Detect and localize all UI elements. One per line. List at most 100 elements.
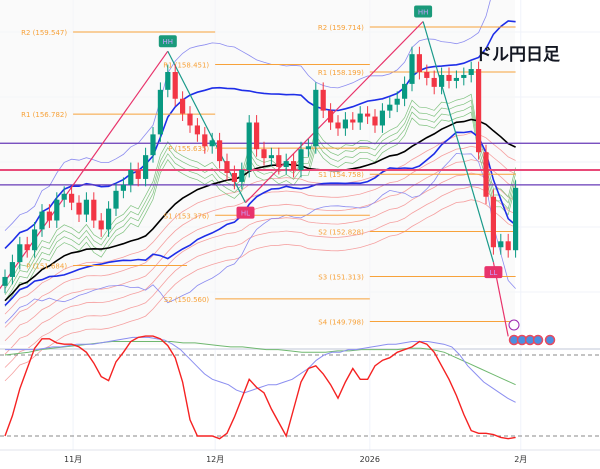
x-tick-label: 2026 xyxy=(360,455,380,464)
marker-box xyxy=(414,5,433,18)
candle xyxy=(76,202,82,215)
ribbon-ema-line xyxy=(4,105,516,301)
marker-label: LL xyxy=(489,269,497,277)
us-flag-icon xyxy=(544,334,556,346)
candle xyxy=(246,122,252,171)
chart-title: ドル円日足 xyxy=(475,45,560,65)
candle xyxy=(69,193,75,203)
candle xyxy=(128,170,134,185)
candle xyxy=(409,54,415,84)
candle xyxy=(283,161,289,168)
candle xyxy=(498,241,504,248)
candle xyxy=(172,72,178,99)
marker-box xyxy=(158,35,177,48)
candle xyxy=(254,122,260,150)
candle xyxy=(180,98,186,114)
candle xyxy=(335,122,341,129)
candle xyxy=(165,72,171,90)
candle xyxy=(9,262,15,277)
pivot-label: S1 (154.758) xyxy=(318,171,364,179)
candle xyxy=(394,98,400,105)
candle xyxy=(54,199,60,221)
candle xyxy=(476,69,482,153)
candle xyxy=(194,125,200,135)
bollinger-outer-upper xyxy=(4,0,491,231)
ribbon-ema-line xyxy=(4,111,516,307)
candle xyxy=(113,190,119,209)
candle xyxy=(313,89,319,147)
candle xyxy=(135,170,141,179)
candle xyxy=(91,199,97,221)
candle xyxy=(453,77,459,81)
candle xyxy=(98,220,104,230)
pivot-label: S4 (149.798) xyxy=(318,319,364,327)
candle xyxy=(224,161,230,173)
candle xyxy=(328,110,334,123)
candle xyxy=(424,72,430,78)
candle xyxy=(431,77,437,87)
candle xyxy=(17,244,23,263)
marker-label: HL xyxy=(241,210,250,218)
ribbon-ma-line xyxy=(4,199,516,382)
pivot-label: S1 (153.376) xyxy=(164,212,210,220)
candle xyxy=(261,149,267,159)
candle xyxy=(268,155,274,159)
candle xyxy=(217,140,223,162)
candle xyxy=(513,187,519,251)
marker-ll: LL xyxy=(484,266,503,279)
candle xyxy=(350,119,356,123)
pivot-label: P (155.635) xyxy=(168,145,209,153)
marker-label: HH xyxy=(418,9,429,17)
candle xyxy=(305,146,311,150)
x-tick-label: 2月 xyxy=(514,455,527,464)
pivot-label: S2 (150.560) xyxy=(164,296,210,304)
x-tick-label: 11月 xyxy=(64,455,82,464)
moving-average-line xyxy=(4,118,516,302)
candle xyxy=(187,113,193,126)
candle xyxy=(439,74,445,87)
zigzag-line xyxy=(422,21,494,263)
pivot-label: S2 (152.828) xyxy=(318,229,364,237)
zigzag-line xyxy=(245,21,424,204)
ribbon-ma-line xyxy=(4,172,516,355)
candle xyxy=(372,116,378,126)
candle xyxy=(83,199,89,215)
us-flag-icon xyxy=(532,334,544,346)
pivot-label: S3 (151.313) xyxy=(318,274,364,282)
lightning-icon xyxy=(508,319,520,331)
candle xyxy=(298,149,304,171)
candle xyxy=(143,155,149,179)
marker-label: HH xyxy=(163,38,174,46)
candle xyxy=(276,155,282,168)
candle xyxy=(39,211,45,230)
candle xyxy=(505,241,511,251)
candle xyxy=(446,74,452,81)
bollinger-lower xyxy=(4,130,517,306)
candle xyxy=(120,184,126,191)
pivot-label: P (151.684) xyxy=(26,263,67,271)
marker-hh: HH xyxy=(158,35,177,48)
candle xyxy=(157,89,163,135)
pivot-label: R1 (158.451) xyxy=(163,62,209,70)
oscillator-line xyxy=(4,335,516,440)
ribbon-ma-line xyxy=(4,159,516,342)
pivot-label: R1 (156.782) xyxy=(21,111,67,119)
cloud-area xyxy=(0,0,515,345)
marker-box xyxy=(484,266,503,279)
candle xyxy=(342,119,348,129)
candle xyxy=(2,276,8,286)
candle xyxy=(150,134,156,156)
candle xyxy=(461,74,467,78)
candle xyxy=(239,170,245,182)
ribbon-ema-line xyxy=(4,93,516,289)
candle xyxy=(231,172,237,182)
candle xyxy=(209,140,215,147)
candle xyxy=(46,211,52,221)
candle xyxy=(32,229,38,251)
candle xyxy=(106,208,112,230)
ribbon-ema-line xyxy=(4,99,516,295)
candle xyxy=(387,104,393,111)
candle xyxy=(24,244,30,251)
pivot-label: R2 (159.714) xyxy=(318,24,364,32)
